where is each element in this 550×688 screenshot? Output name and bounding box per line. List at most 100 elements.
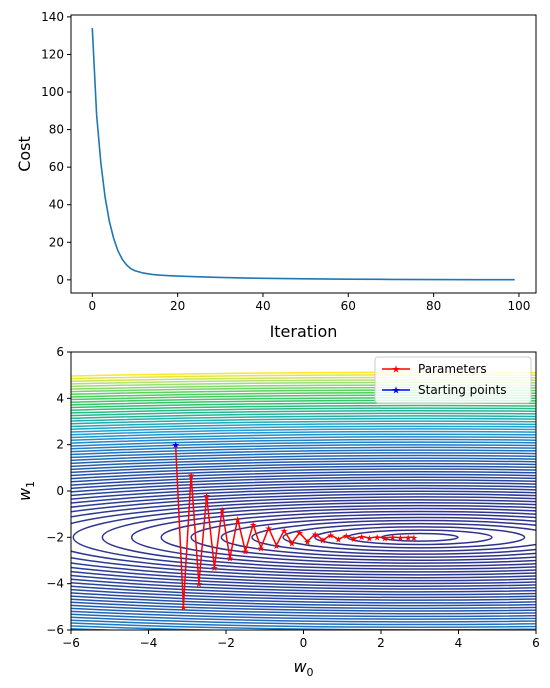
contour-level [220, 516, 536, 558]
parameters-point: ★ [365, 535, 373, 545]
contour-level [101, 504, 536, 570]
cost-y-tick-label: 60 [49, 160, 64, 174]
parameters-point: ★ [396, 534, 404, 544]
contour-level [71, 490, 536, 585]
parameters-point: ★ [280, 527, 288, 537]
contour-level [71, 425, 536, 433]
contour-y-tick-label: −6 [46, 623, 64, 637]
cost-plot-frame [70, 14, 537, 294]
parameters-point: ★ [303, 538, 311, 548]
parameters-path-line [174, 444, 414, 607]
contour-x-tick-label: −4 [140, 636, 158, 650]
cost-y-tick-label: 40 [49, 198, 64, 212]
parameters-point: ★ [172, 441, 180, 451]
parameters-point: ★ [373, 533, 381, 543]
cost-y-tick-label: 0 [56, 273, 64, 287]
contour-level [71, 410, 536, 417]
cost-y-tick-label: 80 [49, 123, 64, 137]
contour-level [71, 457, 536, 618]
contour-x-tick-label: 6 [532, 636, 540, 650]
contour-level [71, 417, 536, 425]
cost-x-tick-label: 60 [341, 299, 356, 313]
parameters-point: ★ [334, 536, 342, 546]
contour-level [346, 529, 493, 546]
cost-y-tick-label: 120 [41, 47, 64, 61]
legend: ★ Parameters ★ Starting points [374, 356, 532, 404]
parameters-point: ★ [389, 534, 397, 544]
contour-y-tick-label: 0 [56, 484, 64, 498]
contour-level [72, 501, 536, 573]
parameters-point: ★ [272, 542, 280, 552]
contour-level [71, 449, 536, 626]
contour-x-tick-label: −6 [62, 636, 80, 650]
parameters-point: ★ [179, 603, 187, 613]
contour-level [282, 522, 536, 552]
parameters-point: ★ [410, 534, 418, 544]
parameters-point: ★ [327, 532, 335, 542]
contour-y-tick-label: −2 [46, 530, 64, 544]
contour-x-axis-label: w0 [293, 657, 313, 679]
contour-y-tick-label: −4 [46, 577, 64, 591]
contour-level [71, 452, 536, 623]
cost-x-tick-label: 40 [255, 299, 270, 313]
contour-level [71, 493, 536, 582]
parameters-point: ★ [210, 564, 218, 574]
contour-level [71, 423, 536, 430]
contour-level [71, 436, 536, 444]
parameters-point: ★ [350, 535, 358, 545]
parameters-point: ★ [319, 537, 327, 547]
contour-level [71, 476, 536, 599]
legend-box [374, 356, 532, 404]
parameters-point: ★ [226, 555, 234, 565]
contour-level [130, 507, 536, 567]
parameters-point: ★ [234, 515, 242, 525]
contour-level [71, 468, 536, 607]
legend-label-starting-points: Starting points [418, 383, 507, 397]
cost-plot: 0 20 40 60 80 100 0 20 40 60 80 100 120 140 Iteratio… [15, 10, 537, 341]
cost-y-axis-label: Cost [15, 136, 34, 172]
contour-level [160, 510, 536, 564]
cost-y-tick-label: 20 [49, 235, 64, 249]
contour-level [71, 479, 536, 596]
parameters-point: ★ [342, 532, 350, 542]
contour-level [71, 484, 536, 590]
cost-y-tick-label: 140 [41, 10, 64, 24]
contour-x-tick-label: 0 [300, 636, 308, 650]
cost-series-line [91, 28, 515, 281]
contour-level [71, 473, 536, 601]
legend-marker-parameters: ★ [392, 365, 401, 376]
contour-y-axis-label: w1 [15, 481, 37, 501]
cost-x-tick-label: 80 [426, 299, 441, 313]
parameters-point: ★ [203, 492, 211, 502]
cost-x-tick-label: 100 [507, 299, 530, 313]
contour-x-tick-label: 2 [377, 636, 385, 650]
contour-level [71, 415, 536, 422]
cost-plot-background [71, 15, 536, 293]
contour-y-tick-label: 6 [56, 345, 64, 359]
parameters-point: ★ [404, 534, 412, 544]
starting-point: ★ [172, 441, 180, 451]
contour-level [71, 454, 536, 620]
cost-x-axis-label: Iteration [270, 322, 338, 341]
contour-x-tick-label: −2 [217, 636, 235, 650]
parameters-point: ★ [358, 533, 366, 543]
cost-y-tick-label: 100 [41, 85, 64, 99]
parameters-point: ★ [296, 529, 304, 539]
legend-label-parameters: Parameters [418, 362, 487, 376]
contour-level [71, 465, 536, 610]
contour-level [71, 412, 536, 420]
contour-plot: ★★★★★★★★★★★★★★★★★★★★★ ★ ★ ★ ★ ★ ★ ★ ★ ★ ★★★ −6 −4 −2… [15, 345, 540, 679]
contour-level [71, 487, 536, 587]
contour-y-tick-label: 4 [56, 391, 64, 405]
legend-marker-starting-points: ★ [392, 386, 401, 397]
parameters-point: ★ [311, 530, 319, 540]
contour-level [71, 430, 536, 439]
parameters-point: ★ [257, 544, 265, 554]
contour-level [71, 482, 536, 593]
contour-level [71, 438, 536, 630]
parameters-point: ★ [241, 548, 249, 558]
contour-level [71, 460, 536, 615]
parameters-point: ★ [381, 534, 389, 544]
contour-level [71, 496, 536, 579]
